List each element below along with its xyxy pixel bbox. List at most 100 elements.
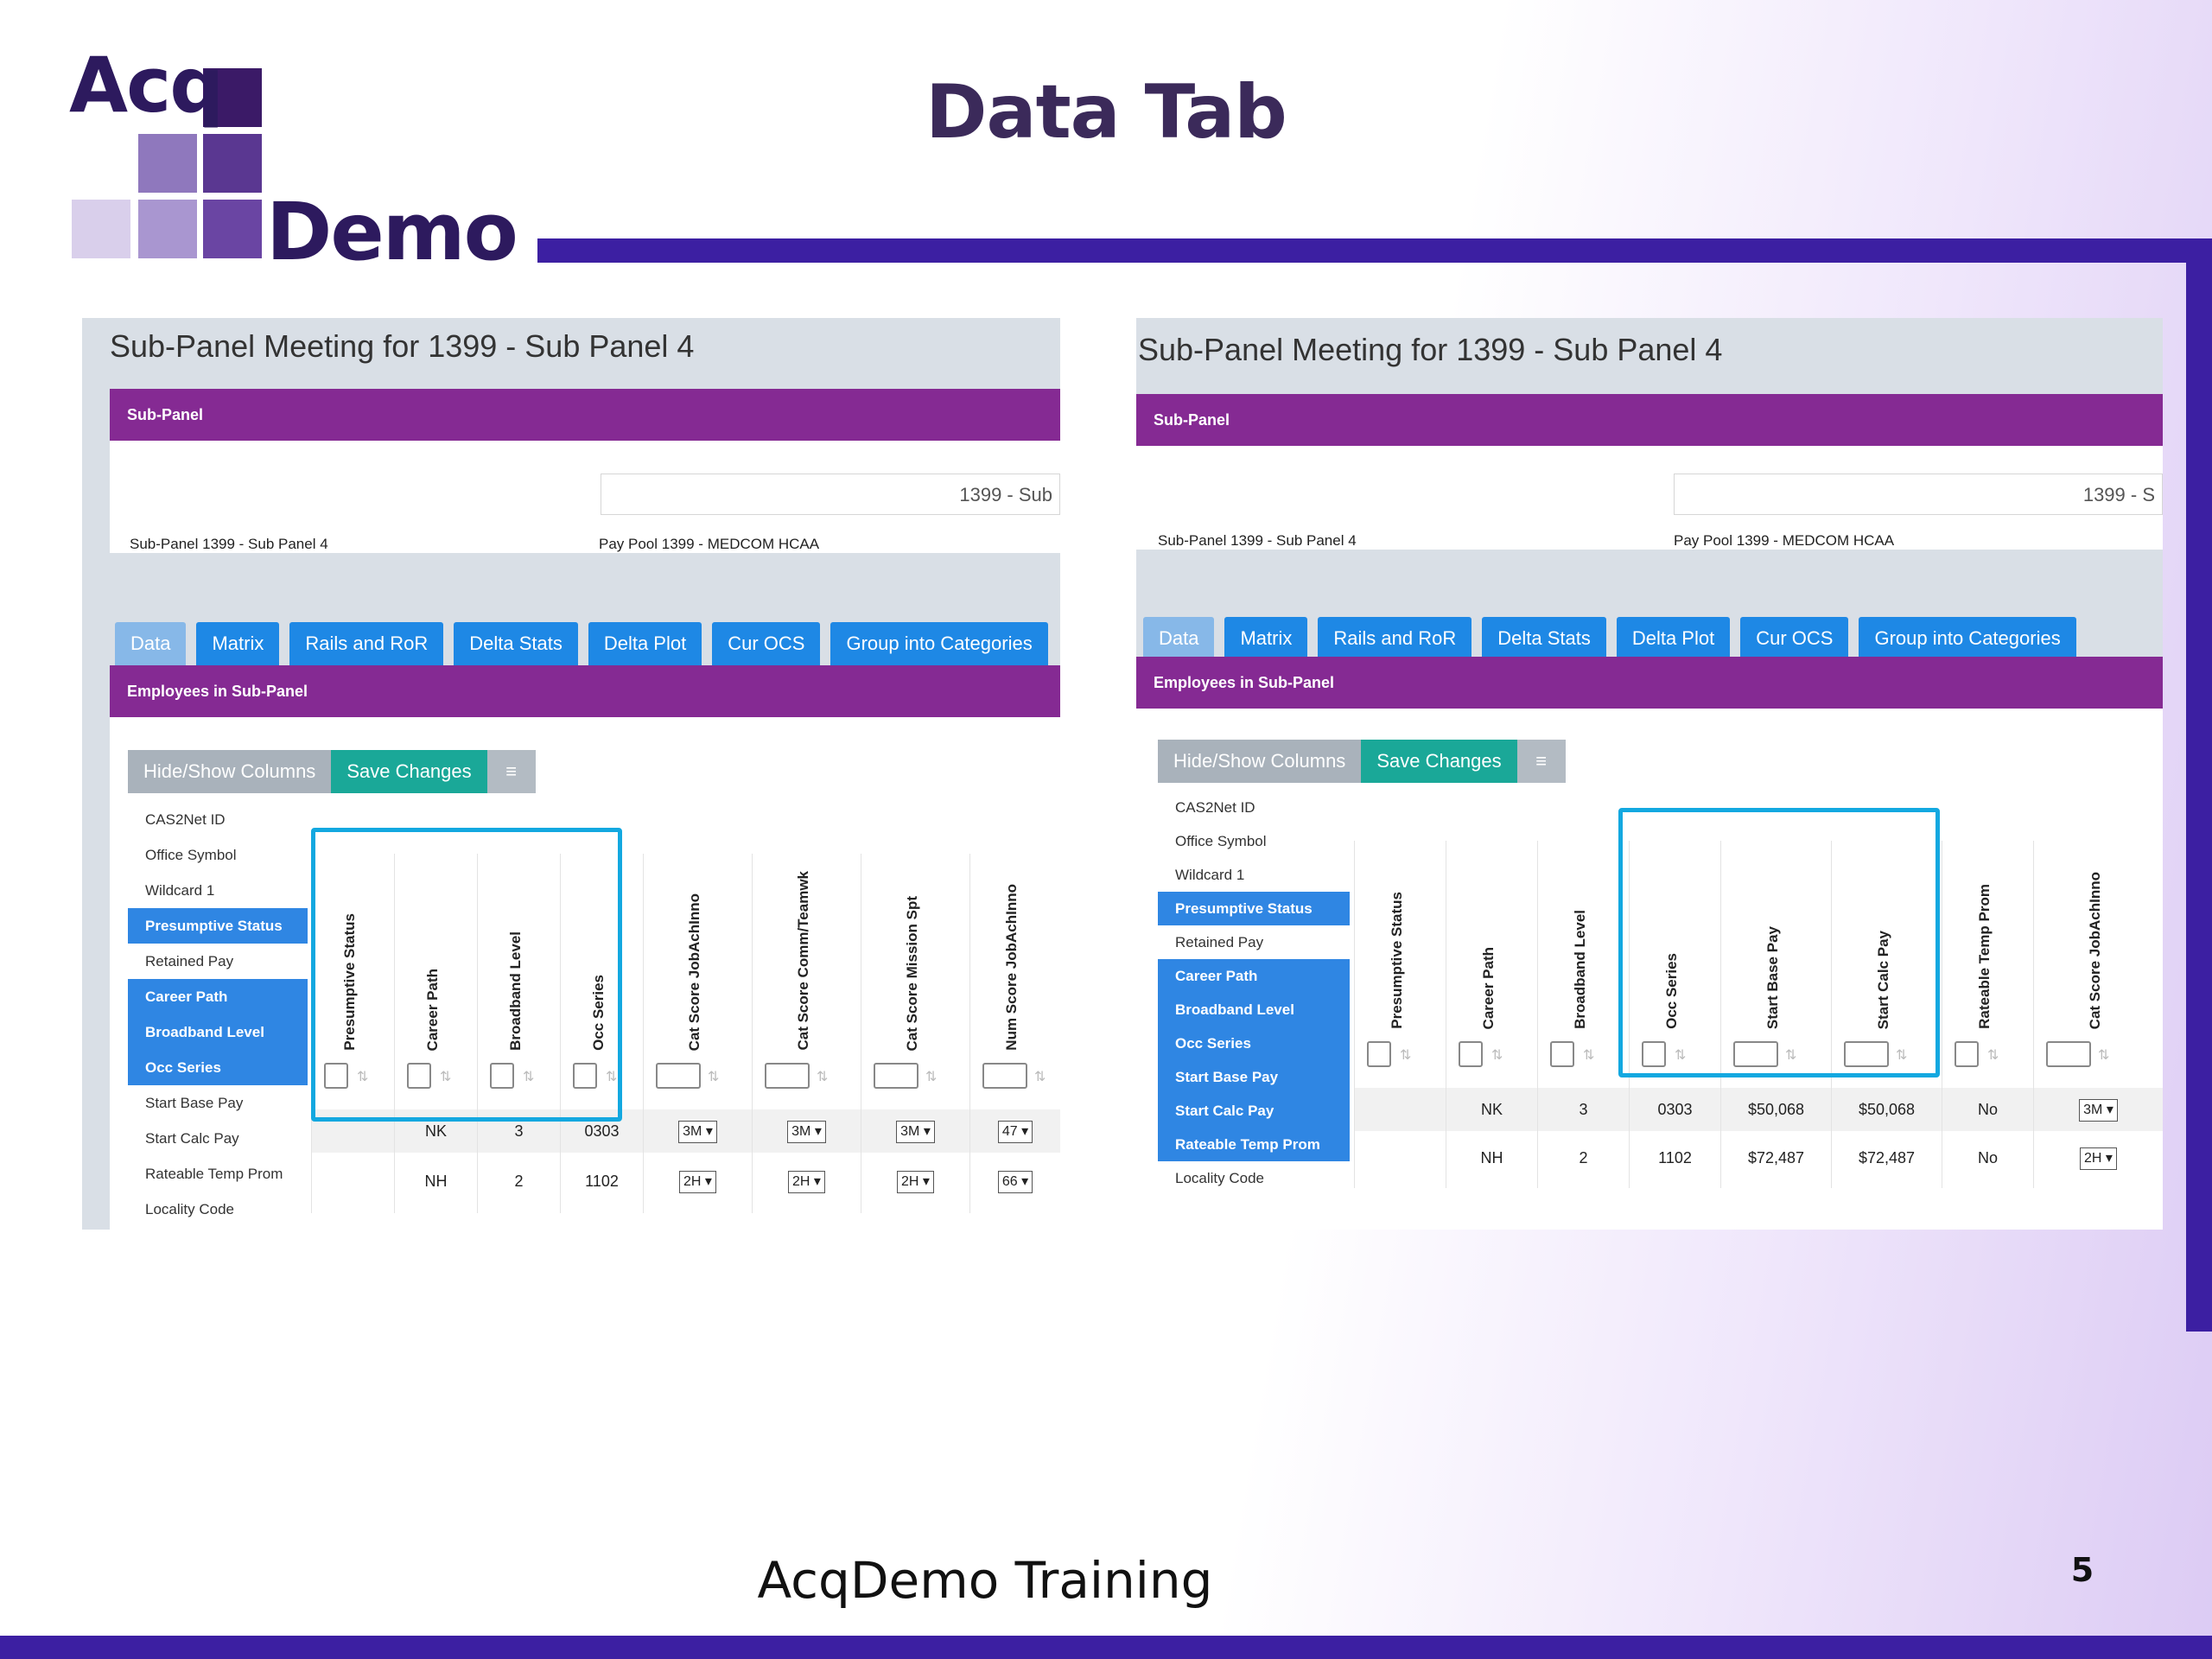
table-cell[interactable]: 2H ▾ [753,1160,861,1203]
column-option[interactable]: Wildcard 1 [128,873,308,908]
column-filter-checkbox[interactable] [2046,1041,2091,1067]
tab-rails-and-ror[interactable]: Rails and RoR [289,622,444,665]
subpanel-select-field[interactable]: 1399 - Sub [601,474,1060,515]
column-option[interactable]: Presumptive Status [1158,892,1350,925]
column-option[interactable]: Office Symbol [128,837,308,873]
column-filter-checkbox[interactable] [1642,1041,1666,1067]
rating-select[interactable]: 47 ▾ [997,1121,1033,1144]
column-option[interactable]: Start Calc Pay [128,1121,308,1156]
subpanel-select-field[interactable]: 1399 - S [1674,474,2163,515]
column-filter-checkbox[interactable] [490,1063,514,1089]
tab-delta-stats[interactable]: Delta Stats [454,622,578,665]
table-cell[interactable]: 3M ▾ [753,1109,861,1153]
tab-data[interactable]: Data [1143,617,1215,660]
table-cell[interactable]: 2H ▾ [861,1160,969,1203]
hide-show-columns-button[interactable]: Hide/Show Columns [1158,740,1362,783]
rating-select[interactable]: 66 ▾ [997,1171,1033,1194]
table-cell[interactable]: 2H ▾ [2034,1136,2163,1179]
column-filter-checkbox[interactable] [874,1063,918,1089]
column-option[interactable]: Office Symbol [1158,824,1350,858]
column-option[interactable]: Locality Code [1158,1161,1350,1195]
column-option[interactable]: CAS2Net ID [1158,791,1350,824]
column-option[interactable]: Presumptive Status [128,908,308,944]
tab-rails-and-ror[interactable]: Rails and RoR [1318,617,1472,660]
sort-icon[interactable]: ⇅ [1675,1048,1687,1063]
column-header[interactable]: Rateable Temp Prom [1975,884,1993,1029]
save-changes-button[interactable]: Save Changes [1361,740,1517,783]
column-filter-checkbox[interactable] [765,1063,810,1089]
hide-show-columns-button[interactable]: Hide/Show Columns [128,750,332,793]
column-filter-checkbox[interactable] [982,1063,1027,1089]
table-cell[interactable]: 3M ▾ [644,1109,752,1153]
tab-group-into-categories[interactable]: Group into Categories [830,622,1048,665]
column-option[interactable]: Career Path [1158,959,1350,993]
column-filter-checkbox[interactable] [1550,1041,1574,1067]
sort-icon[interactable]: ⇅ [1034,1070,1046,1084]
column-filter-checkbox[interactable] [324,1063,348,1089]
column-option[interactable]: Career Path [128,979,308,1014]
tab-matrix[interactable]: Matrix [1224,617,1308,660]
column-option[interactable]: Rateable Temp Prom [128,1156,308,1192]
sort-icon[interactable]: ⇅ [1987,1048,1999,1063]
sort-icon[interactable]: ⇅ [357,1070,369,1084]
column-option[interactable]: Occ Series [1158,1027,1350,1060]
sort-icon[interactable]: ⇅ [606,1070,618,1084]
sort-icon[interactable]: ⇅ [817,1070,829,1084]
table-cell[interactable]: 3M ▾ [2034,1088,2163,1131]
column-option[interactable]: Rateable Temp Prom [1158,1128,1350,1161]
rating-select[interactable]: 3M ▾ [787,1121,826,1144]
table-cell[interactable]: 2H ▾ [644,1160,752,1203]
column-header[interactable]: Cat Score Mission Spt [903,895,920,1051]
sort-icon[interactable]: ⇅ [1896,1048,1908,1063]
column-filter-checkbox[interactable] [1844,1041,1889,1067]
rating-select[interactable]: 3M ▾ [678,1121,717,1144]
sort-icon[interactable]: ⇅ [1491,1048,1503,1063]
sort-icon[interactable]: ⇅ [440,1070,452,1084]
table-cell[interactable]: 47 ▾ [970,1109,1060,1153]
column-header[interactable]: Num Score JobAchInno [1003,884,1020,1051]
table-cell[interactable]: 66 ▾ [970,1160,1060,1203]
tab-matrix[interactable]: Matrix [196,622,280,665]
table-cell[interactable]: 3M ▾ [861,1109,969,1153]
column-filter-checkbox[interactable] [573,1063,597,1089]
column-header[interactable]: Career Path [1479,946,1497,1029]
column-header[interactable]: Cat Score Comm/Teamwk [794,871,811,1051]
rating-select[interactable]: 2H ▾ [897,1171,934,1194]
column-option[interactable]: Occ Series [128,1050,308,1085]
column-filter-checkbox[interactable] [1733,1041,1778,1067]
tab-data[interactable]: Data [115,622,187,665]
sort-icon[interactable]: ⇅ [1583,1048,1595,1063]
save-changes-button[interactable]: Save Changes [331,750,487,793]
rating-select[interactable]: 3M ▾ [896,1121,935,1144]
rating-select[interactable]: 2H ▾ [788,1171,825,1194]
column-filter-checkbox[interactable] [1367,1041,1391,1067]
column-option[interactable]: Start Base Pay [1158,1060,1350,1094]
column-option[interactable]: Start Base Pay [128,1085,308,1121]
column-filter-checkbox[interactable] [1459,1041,1483,1067]
sort-icon[interactable]: ⇅ [1400,1048,1412,1063]
menu-icon[interactable]: ≡ [1516,740,1566,783]
sort-icon[interactable]: ⇅ [1785,1048,1797,1063]
rating-select[interactable]: 3M ▾ [2079,1099,2118,1122]
column-option[interactable]: Start Calc Pay [1158,1094,1350,1128]
column-filter-checkbox[interactable] [1955,1041,1979,1067]
sort-icon[interactable]: ⇅ [925,1070,938,1084]
column-header[interactable]: Cat Score JobAchInno [2086,871,2103,1029]
tab-delta-stats[interactable]: Delta Stats [1482,617,1606,660]
column-option[interactable]: Broadband Level [1158,993,1350,1027]
tab-delta-plot[interactable]: Delta Plot [1616,617,1731,660]
tab-group-into-categories[interactable]: Group into Categories [1859,617,2076,660]
tab-cur-ocs[interactable]: Cur OCS [712,622,821,665]
column-filter-checkbox[interactable] [656,1063,701,1089]
column-option[interactable]: Retained Pay [1158,925,1350,959]
column-option[interactable]: Broadband Level [128,1014,308,1050]
tab-cur-ocs[interactable]: Cur OCS [1740,617,1849,660]
menu-icon[interactable]: ≡ [486,750,536,793]
column-option[interactable]: CAS2Net ID [128,802,308,837]
tab-delta-plot[interactable]: Delta Plot [588,622,702,665]
column-header[interactable]: Presumptive Status [1388,892,1405,1029]
column-option[interactable]: Retained Pay [128,944,308,979]
column-header[interactable]: Cat Score JobAchInno [685,893,702,1051]
rating-select[interactable]: 2H ▾ [2080,1147,2117,1171]
column-option[interactable]: Wildcard 1 [1158,858,1350,892]
